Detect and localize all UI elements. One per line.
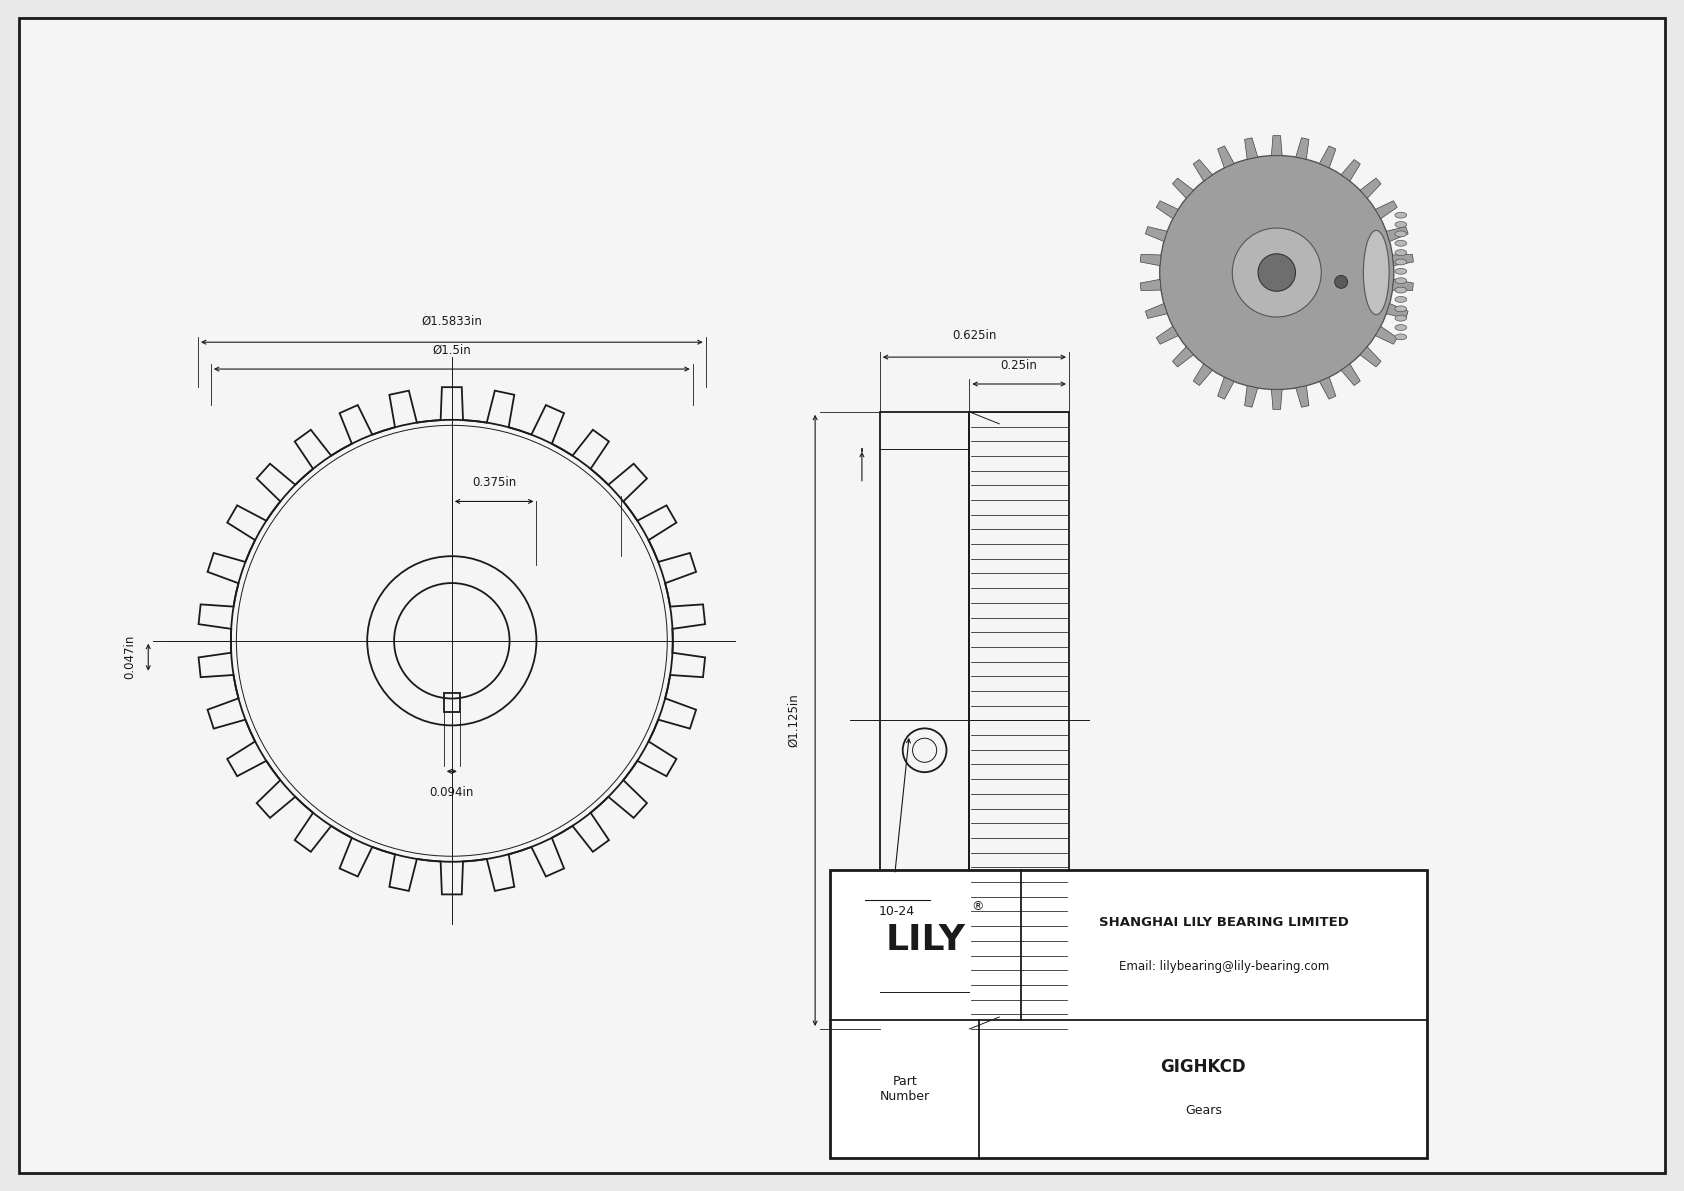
Ellipse shape: [1394, 241, 1406, 247]
Polygon shape: [1140, 280, 1160, 291]
Ellipse shape: [1394, 231, 1406, 237]
Text: GIGHKCD: GIGHKCD: [1160, 1058, 1246, 1077]
Circle shape: [1160, 156, 1394, 389]
Polygon shape: [1145, 304, 1167, 318]
Text: LILY: LILY: [886, 923, 965, 956]
Polygon shape: [1194, 160, 1212, 181]
Polygon shape: [1340, 160, 1361, 181]
Polygon shape: [1361, 347, 1381, 367]
Text: SHANGHAI LILY BEARING LIMITED: SHANGHAI LILY BEARING LIMITED: [1100, 916, 1349, 929]
Polygon shape: [1295, 138, 1308, 160]
Polygon shape: [1244, 386, 1258, 407]
Polygon shape: [1393, 280, 1413, 291]
Bar: [445, 693, 460, 712]
Ellipse shape: [1394, 260, 1406, 264]
Text: Ø1.5833in: Ø1.5833in: [421, 314, 482, 328]
Text: 0.375in: 0.375in: [472, 476, 517, 490]
Bar: [970, 412, 1069, 1029]
Text: 0.625in: 0.625in: [951, 329, 997, 342]
Ellipse shape: [1394, 212, 1406, 218]
Ellipse shape: [1394, 325, 1406, 330]
Polygon shape: [1244, 138, 1258, 160]
Text: Ø1.125in: Ø1.125in: [786, 693, 800, 747]
Polygon shape: [1172, 347, 1194, 367]
Text: Gears: Gears: [1186, 1104, 1223, 1117]
Ellipse shape: [1394, 316, 1406, 322]
Ellipse shape: [1394, 297, 1406, 303]
Text: 0.047in: 0.047in: [123, 635, 136, 679]
Polygon shape: [1157, 326, 1179, 344]
Circle shape: [1258, 254, 1295, 292]
Polygon shape: [1340, 364, 1361, 386]
Bar: [879, 412, 970, 1029]
Polygon shape: [1376, 326, 1398, 344]
Polygon shape: [1361, 179, 1381, 198]
Circle shape: [1233, 227, 1322, 317]
Polygon shape: [1386, 226, 1408, 242]
Polygon shape: [1218, 378, 1234, 399]
Text: Part
Number: Part Number: [879, 1075, 930, 1103]
Ellipse shape: [1364, 230, 1389, 314]
Circle shape: [1335, 275, 1347, 288]
Polygon shape: [1172, 179, 1194, 198]
Polygon shape: [1194, 364, 1212, 386]
Polygon shape: [1271, 136, 1282, 156]
Ellipse shape: [1394, 306, 1406, 312]
Polygon shape: [1140, 255, 1160, 266]
Text: Ø1.5in: Ø1.5in: [433, 344, 472, 357]
Polygon shape: [1319, 378, 1335, 399]
Ellipse shape: [1394, 333, 1406, 339]
Polygon shape: [1157, 201, 1179, 219]
Polygon shape: [1295, 386, 1308, 407]
Text: 0.25in: 0.25in: [1000, 358, 1037, 372]
Ellipse shape: [1394, 250, 1406, 256]
Polygon shape: [1393, 255, 1413, 266]
Polygon shape: [1271, 389, 1282, 410]
Bar: [830, 869, 1428, 1159]
Polygon shape: [1319, 146, 1335, 168]
Text: 10-24: 10-24: [879, 904, 914, 917]
Polygon shape: [1376, 201, 1398, 219]
Ellipse shape: [1394, 222, 1406, 227]
Polygon shape: [1386, 304, 1408, 318]
Ellipse shape: [1394, 278, 1406, 283]
Ellipse shape: [1394, 268, 1406, 274]
Text: 0.094in: 0.094in: [429, 786, 473, 799]
Polygon shape: [1218, 146, 1234, 168]
Text: Email: lilybearing@lily-bearing.com: Email: lilybearing@lily-bearing.com: [1120, 960, 1329, 973]
Ellipse shape: [1394, 287, 1406, 293]
Polygon shape: [1145, 226, 1167, 242]
Text: ®: ®: [972, 900, 983, 913]
